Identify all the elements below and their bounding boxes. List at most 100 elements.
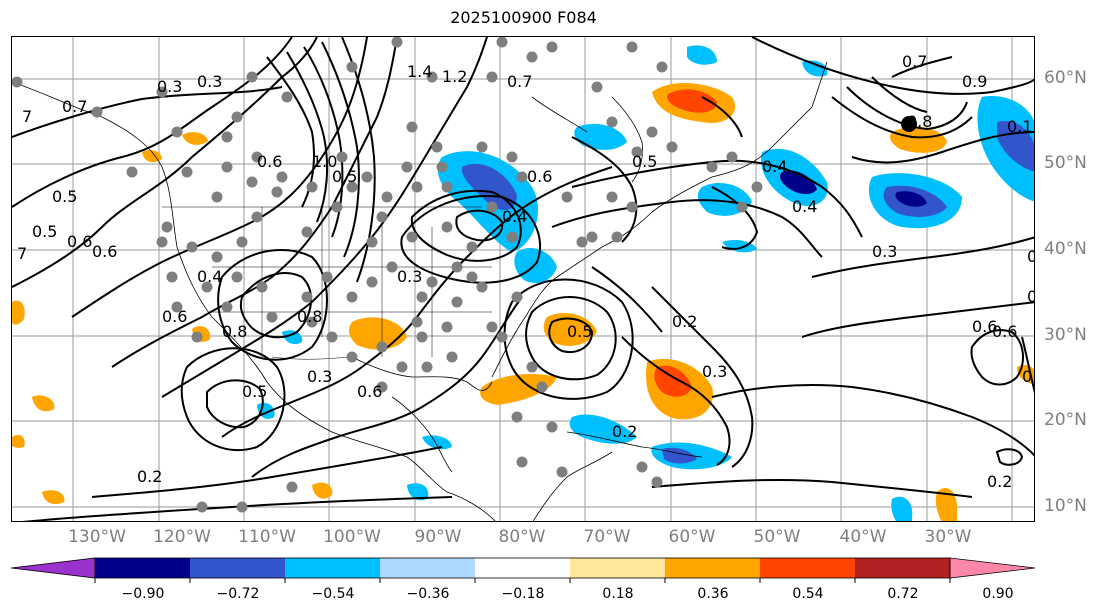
observation-dot <box>161 221 173 233</box>
contour-label: 1.2 <box>442 67 467 86</box>
observation-dot <box>436 161 448 173</box>
contour-label: 0.7 <box>1027 247 1035 266</box>
observation-dot <box>506 151 518 163</box>
observation-dot <box>536 381 548 393</box>
observation-dot <box>656 61 668 73</box>
observation-dot <box>421 361 433 373</box>
contour-label: 0.4 <box>197 267 222 286</box>
contour-label: 0.8 <box>222 322 247 341</box>
contour-label: 0.5 <box>567 322 592 341</box>
observation-dot <box>256 281 268 293</box>
contour-label: 0.6 <box>67 232 92 251</box>
observation-dot <box>301 291 313 303</box>
observation-dot <box>736 201 748 213</box>
observation-dot <box>651 476 663 488</box>
longitude-label: 30°W <box>924 527 972 547</box>
contour-label: 0.3 <box>157 77 182 96</box>
observation-dot <box>406 231 418 243</box>
observation-dot <box>466 241 478 253</box>
observation-dot <box>636 461 648 473</box>
observation-dot <box>496 37 508 48</box>
observation-dot <box>321 271 333 283</box>
observation-dot <box>486 201 498 213</box>
observation-dot <box>526 361 538 373</box>
observation-dot <box>391 37 403 48</box>
observation-dot <box>306 316 318 328</box>
observation-dot <box>251 151 263 163</box>
observation-dot <box>156 86 168 98</box>
longitude-label: 80°W <box>498 527 546 547</box>
colorbar-extend-min <box>10 557 96 579</box>
observation-dot <box>366 276 378 288</box>
observation-dot <box>191 331 203 343</box>
observation-dot <box>346 351 358 363</box>
contour-label: 0.3 <box>307 367 332 386</box>
observation-dot <box>386 261 398 273</box>
colorbar-tick-label: 0.54 <box>792 586 824 602</box>
longitude-label: 100°W <box>323 527 381 547</box>
observation-dot <box>376 211 388 223</box>
observation-dot <box>451 261 463 273</box>
contour-label: 0.1 <box>1007 117 1032 136</box>
observation-dot <box>576 236 588 248</box>
contour-lines <box>12 37 1034 521</box>
contour-label: 0.7 <box>507 72 532 91</box>
observation-dot <box>266 311 278 323</box>
contour-label: 0.2 <box>987 472 1012 491</box>
observation-dot <box>366 236 378 248</box>
plot-title: 2025100900 F084 <box>450 8 597 27</box>
colorbar-bin <box>380 558 475 578</box>
observation-dot <box>441 221 453 233</box>
colorbar-bin <box>855 558 950 578</box>
observation-dot <box>336 151 348 163</box>
observation-dot <box>486 71 498 83</box>
observation-dot <box>726 151 738 163</box>
observation-dot <box>486 321 498 333</box>
colorbar-tick-label: −0.90 <box>121 586 165 602</box>
contour-label: 0.6 <box>257 152 282 171</box>
contour-label: 0.3 <box>702 362 727 381</box>
observation-dot <box>196 501 208 513</box>
observation-dot <box>286 481 298 493</box>
observation-dot <box>751 181 763 193</box>
observation-dot <box>346 61 358 73</box>
observation-dot <box>466 271 478 283</box>
observation-dot <box>411 181 423 193</box>
observation-dot <box>236 236 248 248</box>
observation-dot <box>451 296 463 308</box>
marker-dot <box>901 116 917 132</box>
observation-dot <box>171 301 183 313</box>
longitude-label: 110°W <box>238 527 296 547</box>
observation-dot <box>236 501 248 513</box>
observation-dot <box>181 166 193 178</box>
contour-label: 0.4 <box>762 157 787 176</box>
observation-dot <box>586 231 598 243</box>
longitude-label: 120°W <box>153 527 211 547</box>
contour-label: 0.5 <box>52 187 77 206</box>
observation-dot <box>396 361 408 373</box>
colorbar-tick-label: −0.72 <box>216 586 260 602</box>
colorbar-tick-label: −0.54 <box>311 586 355 602</box>
observation-dot <box>476 141 488 153</box>
colorbar-tick-label: 0.72 <box>887 586 919 602</box>
observation-dot <box>666 141 678 153</box>
contour-label: 0.6 <box>92 242 117 261</box>
colorbar-bin <box>760 558 855 578</box>
latitude-label: 50°N <box>1044 153 1087 173</box>
latitude-label: 30°N <box>1044 325 1087 345</box>
observation-dot <box>426 276 438 288</box>
observation-dots <box>12 37 763 513</box>
observation-dot <box>171 126 183 138</box>
longitude-label: 70°W <box>583 527 631 547</box>
observation-dot <box>231 271 243 283</box>
contour-label: 7 <box>22 107 32 126</box>
observation-dot <box>441 321 453 333</box>
longitude-label: 90°W <box>414 527 462 547</box>
longitude-label: 50°W <box>753 527 801 547</box>
observation-dot <box>516 456 528 468</box>
observation-dot <box>221 131 233 143</box>
latitude-label: 10°N <box>1044 496 1087 516</box>
colorbar-bin <box>475 558 570 578</box>
observation-dot <box>221 161 233 173</box>
coastlines <box>12 61 828 521</box>
